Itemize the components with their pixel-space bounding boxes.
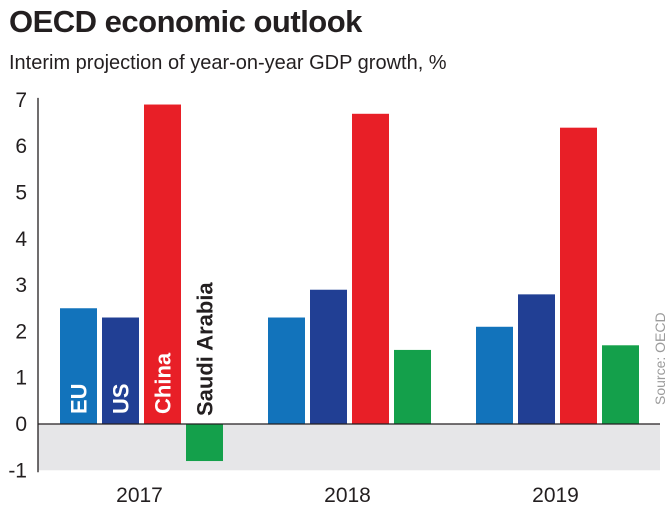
series-label-eu: EU <box>67 383 92 414</box>
negative-region-band <box>38 424 660 471</box>
x-category-label: 2019 <box>532 484 579 507</box>
y-tick-label: -1 <box>8 459 27 482</box>
y-tick-label: 2 <box>15 320 27 343</box>
series-label-us: US <box>109 383 134 414</box>
x-category-label: 2018 <box>324 484 371 507</box>
bar-saudi-arabia-2017 <box>186 424 223 462</box>
bar-us-2018 <box>310 289 347 424</box>
y-tick-label: 6 <box>15 135 27 158</box>
source-note: Source: OECD <box>652 312 668 405</box>
bar-saudi-arabia-2019 <box>602 345 639 424</box>
y-tick-label: 7 <box>15 89 27 112</box>
y-tick-label: 4 <box>15 228 27 251</box>
chart-subtitle: Interim projection of year-on-year GDP g… <box>9 52 447 74</box>
series-label-china: China <box>151 352 176 414</box>
y-tick-label: 0 <box>15 413 27 436</box>
chart-title: OECD economic outlook <box>9 4 362 39</box>
bar-china-2018 <box>352 113 389 424</box>
bar-china-2019 <box>560 127 597 425</box>
bar-us-2019 <box>518 294 555 424</box>
bars-group <box>60 104 639 462</box>
x-category-label: 2017 <box>116 484 163 507</box>
bar-china-2017 <box>144 104 181 424</box>
y-tick-label: 5 <box>15 182 27 205</box>
series-labels: EU US China Saudi Arabia <box>67 282 218 416</box>
y-tick-label: 1 <box>15 367 27 390</box>
y-tick-label: 3 <box>15 274 27 297</box>
bar-us-2017 <box>102 317 139 424</box>
bar-eu-2019 <box>476 326 513 424</box>
bar-eu-2017 <box>60 308 97 424</box>
y-tick-labels: -1 0 1 2 3 4 5 6 7 <box>8 89 27 482</box>
bar-eu-2018 <box>268 317 305 424</box>
x-category-labels: 2017 2018 2019 <box>116 484 579 507</box>
series-label-saudi-arabia: Saudi Arabia <box>193 282 218 416</box>
bar-saudi-arabia-2018 <box>394 349 431 424</box>
